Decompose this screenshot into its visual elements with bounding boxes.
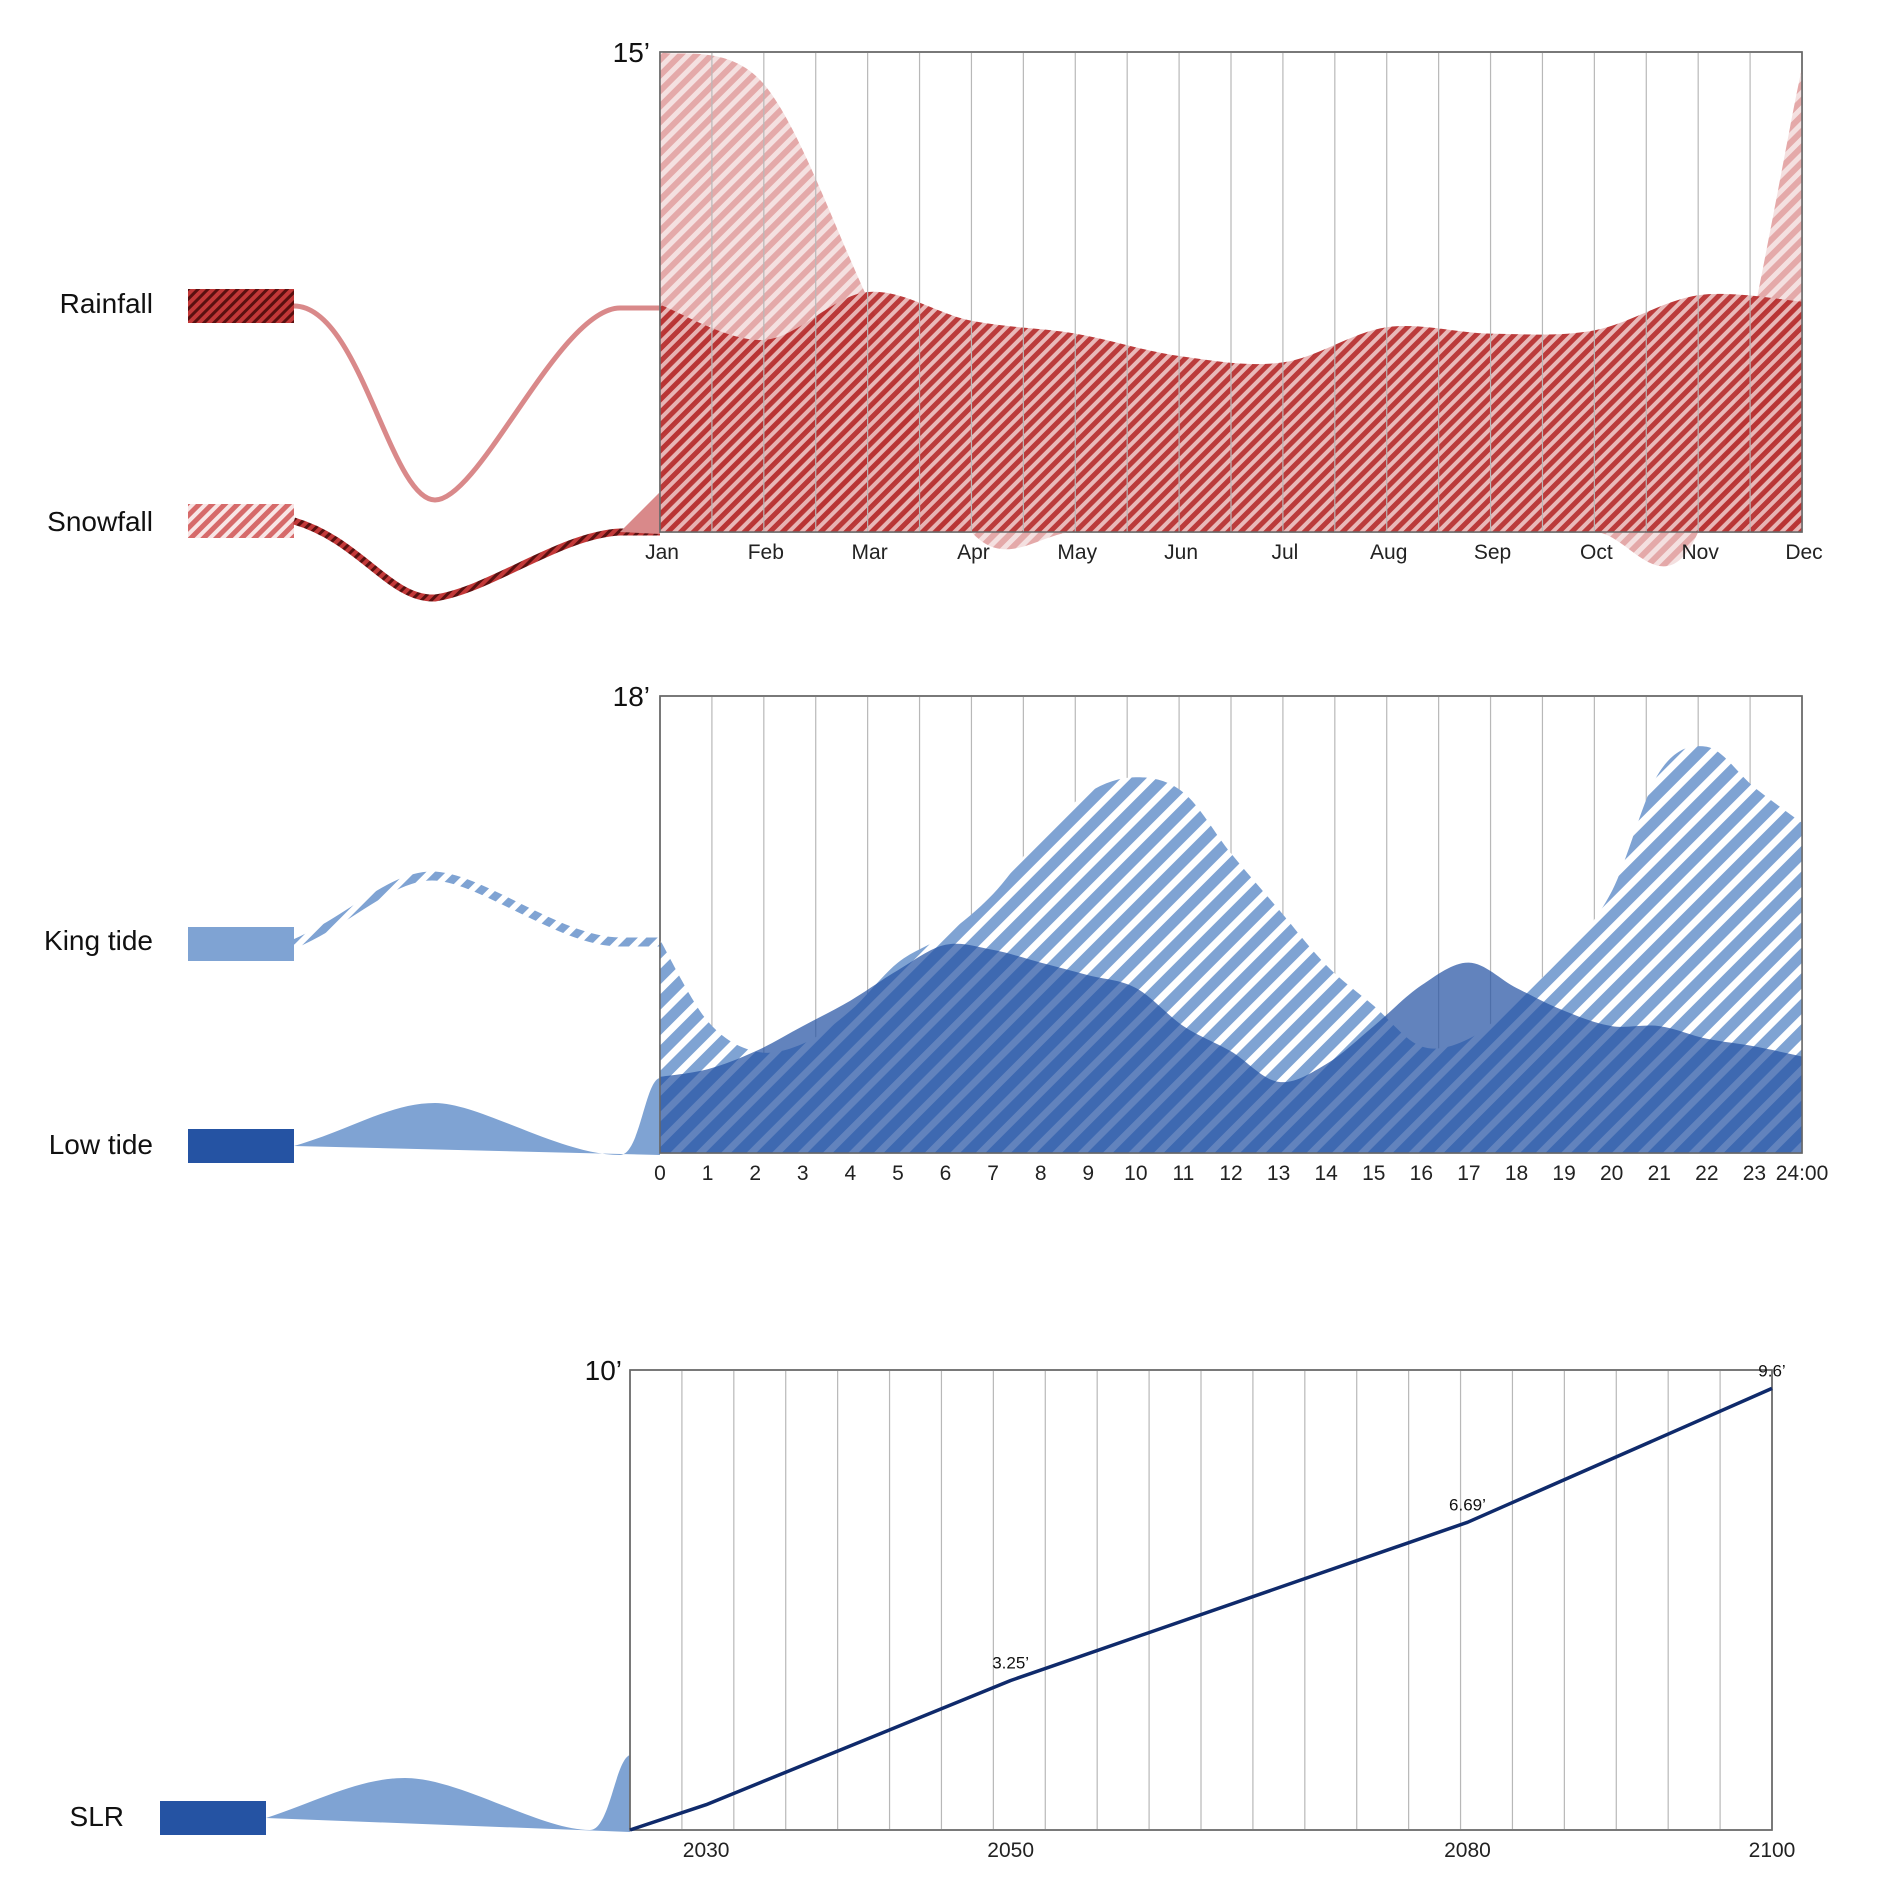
x-tick-label-may: May	[1057, 541, 1097, 564]
x-tick-label-22: 22	[1695, 1162, 1718, 1185]
snowfall-connector	[294, 521, 660, 598]
x-tick-label-13: 13	[1267, 1162, 1290, 1185]
x-tick-label-10: 10	[1124, 1162, 1147, 1185]
y-max-label: 10’	[585, 1355, 622, 1386]
legend-label-low-tide: Low tide	[49, 1129, 153, 1160]
x-tick-label-20: 20	[1600, 1162, 1623, 1185]
x-tick-label-jul: Jul	[1271, 541, 1298, 564]
x-tick-label-2080: 2080	[1444, 1839, 1491, 1862]
x-tick-label-12: 12	[1219, 1162, 1242, 1185]
x-tick-label-4: 4	[844, 1162, 856, 1185]
x-tick-label-jun: Jun	[1164, 541, 1198, 564]
legend-swatch-rainfall	[188, 289, 294, 323]
x-tick-label-5: 5	[892, 1162, 904, 1185]
slr-connector	[266, 1755, 630, 1832]
king-tide-connector	[294, 876, 660, 944]
x-tick-label-0: 0	[654, 1162, 666, 1185]
x-tick-label-11: 11	[1173, 1162, 1195, 1185]
slr-chart: 3.25’ 6.69’ 9.6’ 10’ 2030 2050 2080 2100	[585, 1355, 1796, 1862]
x-tick-label-2030: 2030	[683, 1839, 730, 1862]
x-tick-label-16: 16	[1410, 1162, 1433, 1185]
x-tick-label-14: 14	[1314, 1162, 1338, 1185]
x-tick-label-feb: Feb	[748, 541, 784, 564]
precipitation-legend: Rainfall Snowfall	[47, 288, 294, 538]
x-tick-label-oct: Oct	[1580, 541, 1613, 564]
y-max-label: 18’	[613, 681, 650, 712]
x-tick-label-15: 15	[1362, 1162, 1385, 1185]
legend-swatch-king-tide	[188, 927, 294, 961]
precipitation-chart: 15’ Jan Feb Mar Apr May Jun Jul Aug Sep Oct Nov Dec	[613, 37, 1823, 566]
x-tick-label-7: 7	[987, 1162, 999, 1185]
slr-legend: SLR	[70, 1801, 266, 1835]
tide-legend: King tide Low tide	[44, 925, 294, 1163]
x-tick-label-6: 6	[940, 1162, 952, 1185]
x-tick-label-mar: Mar	[852, 541, 888, 564]
legend-swatch-snowfall	[188, 504, 294, 538]
legend-label-snowfall: Snowfall	[47, 506, 153, 537]
legend-label-slr: SLR	[70, 1801, 124, 1832]
legend-label-king-tide: King tide	[44, 925, 153, 956]
tide-connectors	[294, 876, 660, 1155]
x-tick-label-aug: Aug	[1370, 541, 1407, 564]
x-tick-label-nov: Nov	[1682, 541, 1720, 564]
x-tick-label-apr: Apr	[957, 541, 990, 564]
x-tick-label-21: 21	[1648, 1162, 1671, 1185]
legend-label-rainfall: Rainfall	[60, 288, 153, 319]
x-tick-label-9: 9	[1082, 1162, 1094, 1185]
x-tick-label-2: 2	[749, 1162, 761, 1185]
x-tick-label-1: 1	[702, 1162, 714, 1185]
data-label-3-25: 3.25’	[992, 1654, 1029, 1673]
y-max-label: 15’	[613, 37, 650, 68]
x-tick-label-17: 17	[1457, 1162, 1480, 1185]
x-tick-label-2100: 2100	[1749, 1839, 1796, 1862]
x-tick-label-23: 23	[1743, 1162, 1766, 1185]
x-tick-label-jan: Jan	[645, 541, 679, 564]
slr-connector-path	[266, 1755, 630, 1832]
data-label-9-6: 9.6’	[1758, 1361, 1785, 1380]
low-tide-connector	[294, 1078, 660, 1155]
precipitation-connectors	[294, 306, 660, 598]
rainfall-connector	[294, 306, 660, 500]
x-tick-label-3: 3	[797, 1162, 809, 1185]
x-tick-label-24-00: 24:00	[1776, 1162, 1829, 1185]
legend-swatch-low-tide	[188, 1129, 294, 1163]
x-tick-label-dec: Dec	[1785, 541, 1822, 564]
x-tick-label-18: 18	[1505, 1162, 1528, 1185]
data-label-6-69: 6.69’	[1449, 1495, 1486, 1514]
x-tick-label-8: 8	[1035, 1162, 1047, 1185]
x-tick-label-19: 19	[1552, 1162, 1575, 1185]
x-tick-label-sep: Sep	[1474, 541, 1511, 564]
snowfall-connector-wedge	[620, 492, 660, 534]
legend-swatch-slr	[160, 1801, 266, 1835]
x-tick-label-2050: 2050	[987, 1839, 1034, 1862]
